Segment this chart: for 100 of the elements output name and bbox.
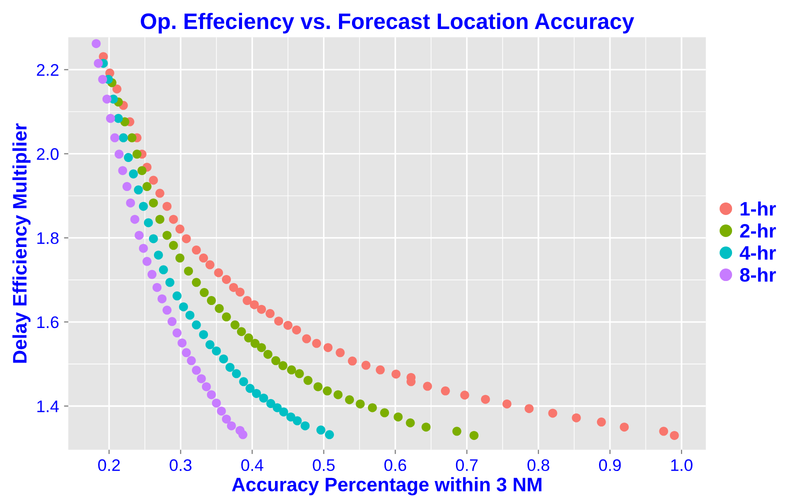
point — [271, 356, 280, 366]
point — [127, 133, 136, 142]
x-tick-label: 1.0 — [671, 459, 692, 472]
point — [322, 386, 332, 396]
point — [406, 418, 415, 428]
point — [182, 348, 191, 358]
point — [148, 198, 158, 208]
point — [392, 370, 401, 379]
x-tick-label: 0.3 — [170, 459, 192, 472]
point — [222, 312, 231, 322]
point — [152, 282, 162, 292]
point — [460, 390, 470, 400]
point — [266, 399, 276, 408]
point — [440, 386, 450, 396]
point — [154, 250, 163, 260]
point — [114, 150, 124, 159]
point — [480, 394, 490, 404]
point — [192, 320, 201, 330]
y-tick-label: 2.0 — [36, 148, 59, 160]
point — [548, 408, 558, 418]
point — [128, 169, 138, 178]
point — [110, 133, 120, 142]
point — [192, 278, 201, 287]
x-tick-label: 0.5 — [312, 459, 335, 472]
point — [92, 39, 101, 48]
point — [202, 382, 211, 392]
point — [162, 306, 172, 315]
point — [620, 422, 629, 432]
point — [212, 346, 221, 356]
point — [158, 265, 168, 274]
point — [214, 268, 224, 278]
point — [216, 406, 226, 416]
point — [144, 218, 153, 228]
point — [178, 338, 187, 348]
point — [172, 291, 182, 300]
point — [250, 338, 260, 348]
point — [292, 416, 302, 426]
point — [200, 288, 209, 298]
point — [175, 254, 184, 263]
point — [300, 421, 310, 430]
point — [246, 384, 255, 393]
point — [134, 230, 144, 240]
point — [206, 390, 216, 400]
point — [118, 166, 128, 176]
x-tick-label: 0.2 — [98, 459, 120, 472]
point — [287, 365, 296, 374]
point — [196, 374, 206, 384]
point — [178, 302, 188, 312]
point — [452, 426, 462, 436]
point — [165, 278, 174, 287]
point — [132, 150, 142, 159]
point — [205, 340, 214, 350]
legend-label: 4-hr — [740, 245, 776, 260]
point — [155, 188, 164, 198]
point — [222, 274, 231, 284]
point — [137, 166, 146, 176]
point — [324, 343, 333, 352]
point — [324, 430, 334, 440]
point — [256, 304, 266, 314]
point — [206, 296, 216, 306]
point — [502, 399, 512, 408]
legend-label: 1-hr — [740, 201, 776, 216]
point — [361, 360, 370, 370]
point — [572, 413, 581, 422]
legend-label: 2-hr — [740, 223, 776, 238]
point — [242, 296, 252, 306]
point — [345, 395, 354, 404]
point — [278, 361, 288, 370]
point — [302, 334, 312, 344]
point — [294, 369, 304, 378]
point — [126, 198, 136, 208]
point — [186, 356, 196, 366]
point — [244, 333, 254, 342]
point — [142, 256, 152, 266]
point — [94, 58, 103, 68]
point — [162, 202, 172, 211]
point — [422, 422, 431, 432]
point — [423, 382, 432, 391]
point — [334, 390, 343, 400]
point — [185, 310, 194, 320]
point — [286, 412, 296, 422]
point — [336, 348, 345, 358]
point — [158, 294, 167, 304]
point — [380, 408, 390, 418]
point — [138, 244, 148, 253]
point — [112, 84, 122, 94]
point — [250, 300, 259, 310]
x-tick-label: 0.7 — [456, 459, 478, 472]
x-tick-label: 0.4 — [241, 459, 264, 472]
point — [226, 421, 236, 430]
y-tick-label: 1.4 — [37, 400, 59, 412]
point — [238, 430, 248, 440]
point — [168, 240, 178, 250]
point — [212, 398, 221, 408]
x-tick-label: 0.8 — [527, 459, 550, 472]
y-tick-label: 1.8 — [37, 232, 59, 244]
point — [279, 407, 288, 416]
point — [283, 320, 292, 330]
chart-title: Op. Effeciency vs. Forecast Location Accuracy — [140, 12, 634, 34]
point — [239, 377, 248, 386]
